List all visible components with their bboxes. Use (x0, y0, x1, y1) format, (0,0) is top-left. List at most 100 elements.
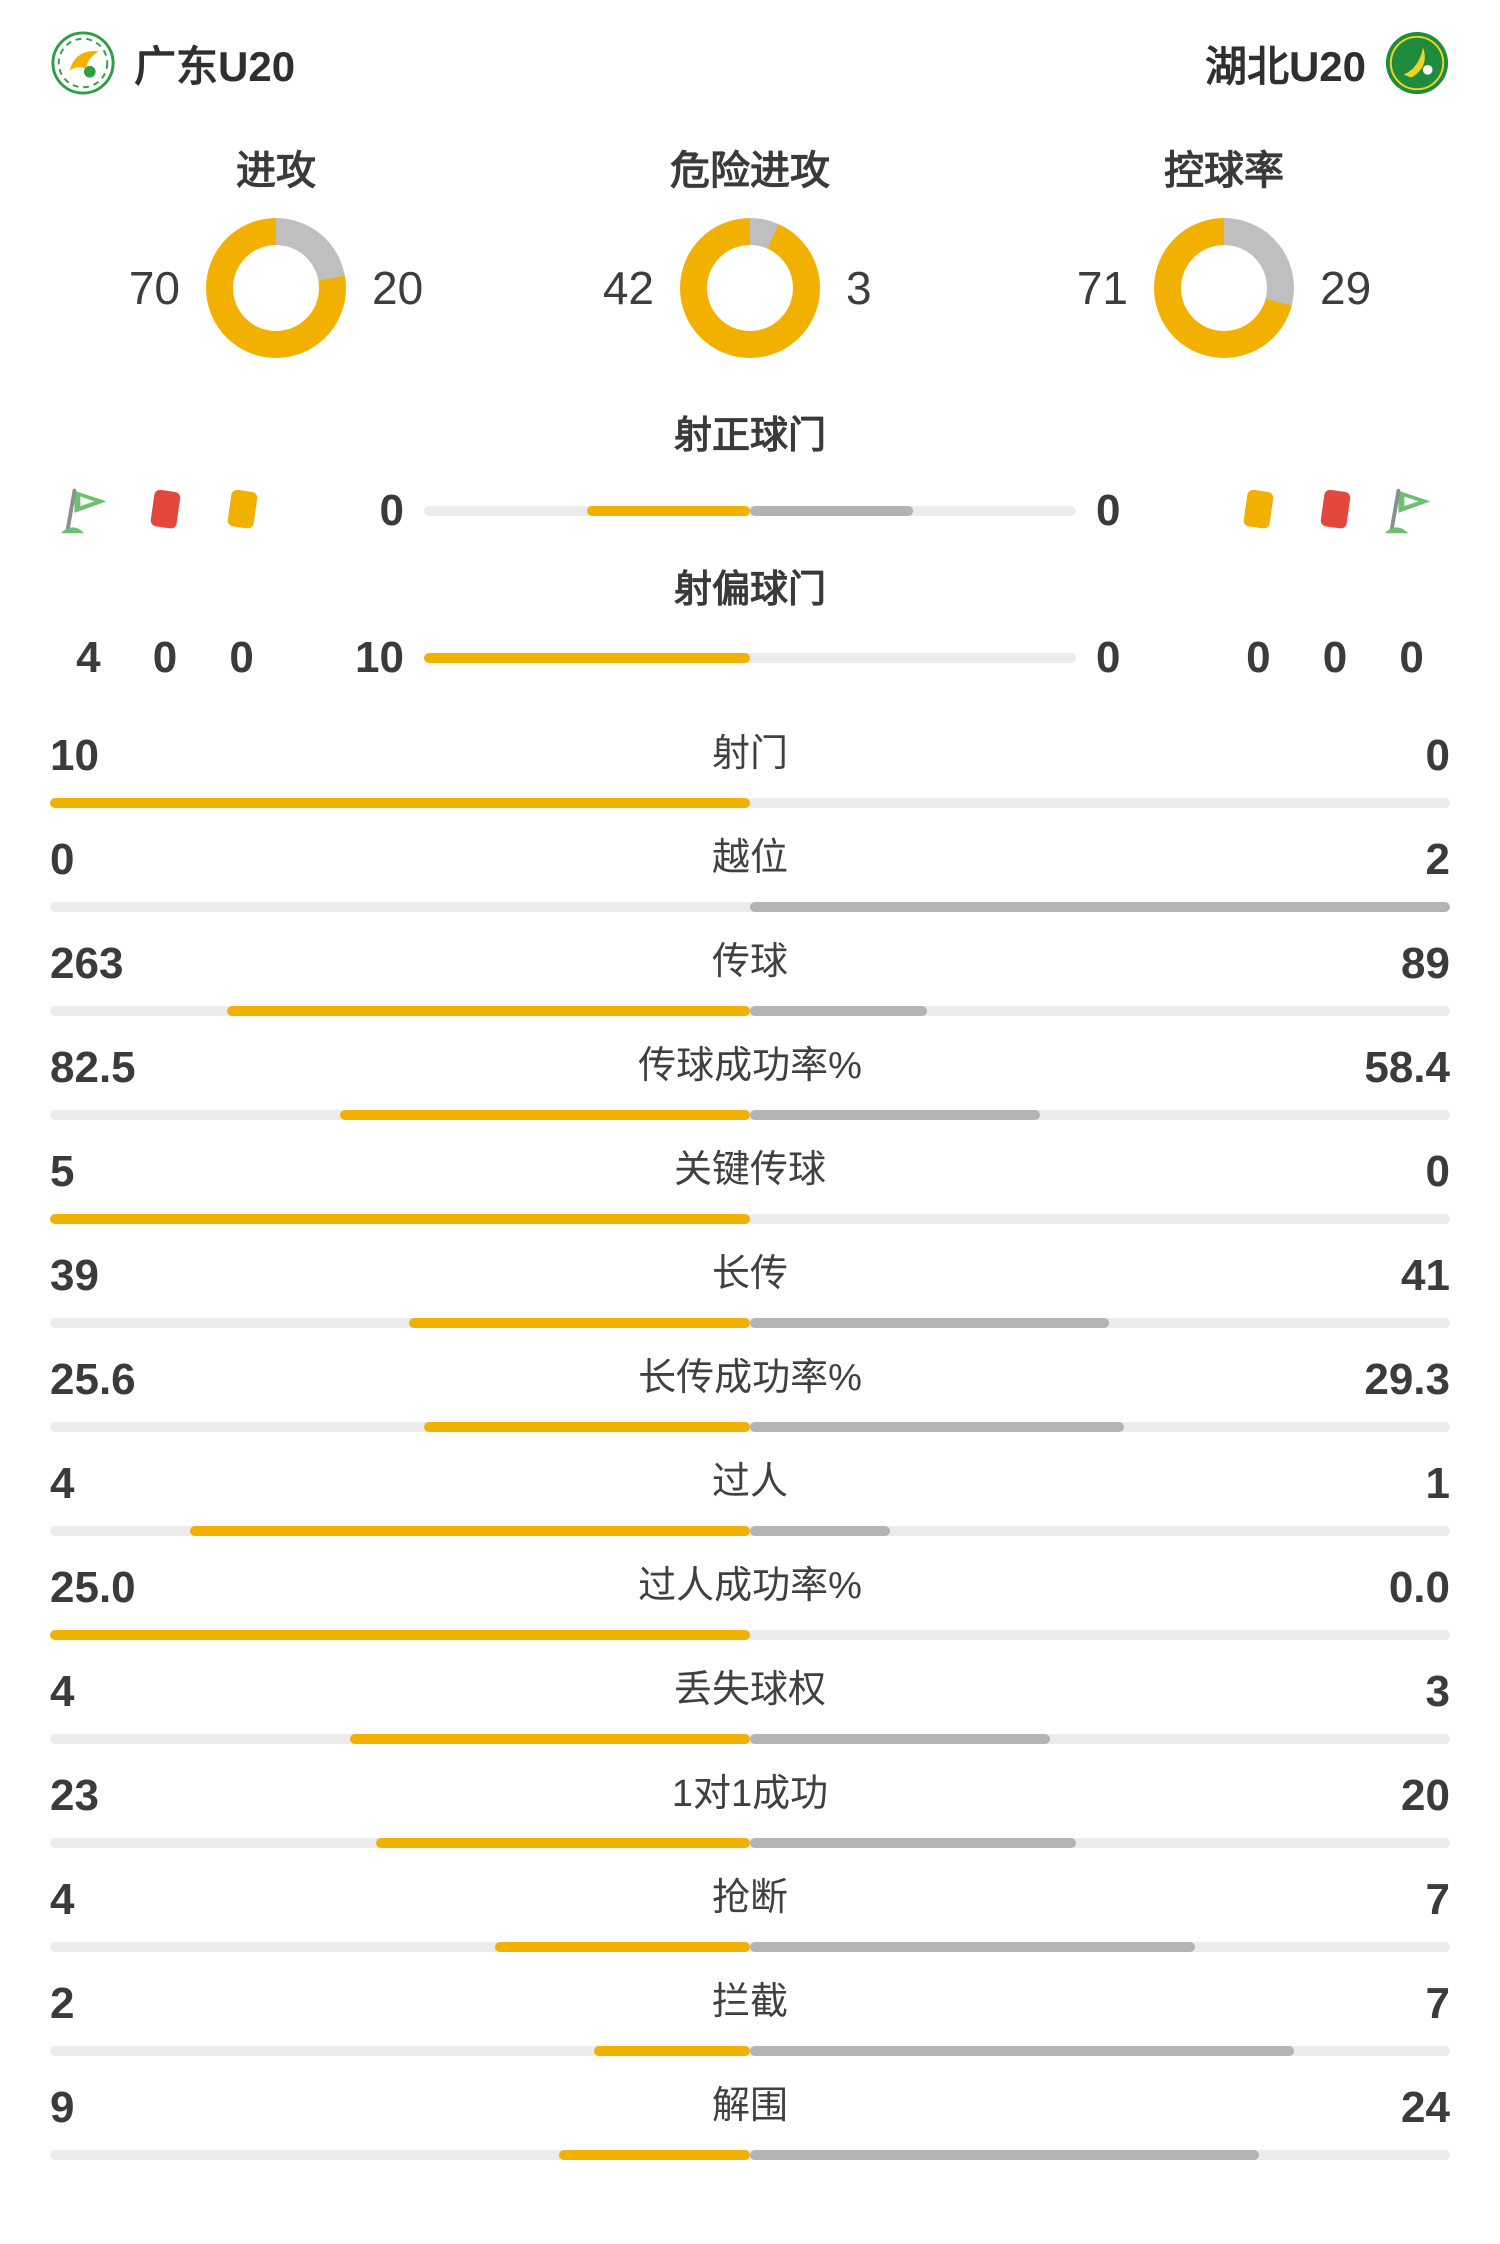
stat-label: 越位 (711, 837, 789, 879)
stat-home-value: 10 (50, 731, 99, 780)
stat-bar (50, 1838, 1450, 1848)
yellow-card-count: 0 (1246, 633, 1271, 682)
stat-home-value: 4 (50, 1459, 75, 1508)
stat-away-value: 29.3 (1364, 1355, 1450, 1404)
stat-label: 抢断 (711, 1877, 789, 1919)
away-team-logo-icon (1384, 30, 1450, 96)
stat-label: 射门 (711, 733, 789, 775)
shots-on-target-away-bar (750, 506, 913, 516)
donut-label: 危险进攻 (670, 149, 830, 193)
stat-label: 长传 (711, 1253, 789, 1295)
donut-away-value: 20 (372, 262, 424, 314)
stat-away-value: 20 (1401, 1771, 1450, 1820)
donut-home-value: 70 (128, 262, 180, 314)
stat-home-bar (350, 1734, 750, 1744)
away-team[interactable]: 湖北U20 (1205, 30, 1450, 96)
team-header: 广东U20 湖北U20 (50, 0, 1450, 96)
stat-row: 4 抢断 7 (50, 1862, 1450, 1966)
stat-away-value: 58.4 (1364, 1043, 1450, 1092)
donut-chart-group: 危险进攻 42 3 (576, 148, 924, 358)
stat-label: 传球 (711, 941, 789, 983)
stat-label: 关键传球 (673, 1149, 827, 1191)
stat-away-bar (750, 1838, 1076, 1848)
stat-away-value: 0.0 (1388, 1563, 1450, 1612)
stat-home-bar (559, 2150, 750, 2160)
yellow-card-icon (213, 482, 271, 540)
stat-bar (50, 1526, 1450, 1536)
stat-home-value: 0 (50, 835, 75, 884)
stat-bar (50, 1630, 1450, 1640)
stat-home-bar (408, 1318, 750, 1328)
stat-away-bar (750, 1006, 927, 1016)
stat-bar (50, 1422, 1450, 1432)
stat-label: 拦截 (711, 1981, 789, 2023)
stat-away-value: 1 (1425, 1459, 1450, 1508)
donut-label: 控球率 (1164, 149, 1284, 193)
stat-bar (50, 1942, 1450, 1952)
donut-ring-chart (1154, 218, 1294, 358)
red-card-count: 0 (152, 633, 178, 682)
donut-home-value: 71 (1076, 262, 1128, 314)
stat-away-value: 7 (1425, 1875, 1450, 1924)
stat-home-bar (375, 1838, 750, 1848)
stat-row: 263 传球 89 (50, 926, 1450, 1030)
stat-label: 解围 (711, 2085, 789, 2127)
stat-home-value: 5 (50, 1147, 75, 1196)
stat-row: 9 解围 24 (50, 2070, 1450, 2174)
stat-bar (50, 902, 1450, 912)
shots-on-target-title: 射正球门 (673, 415, 826, 457)
stat-home-value: 2 (50, 1979, 75, 2028)
shots-off-target-away-value: 0 (1096, 633, 1121, 682)
stat-away-bar (750, 902, 1450, 912)
stat-home-bar (340, 1110, 750, 1120)
red-card-icon (1306, 482, 1364, 540)
stat-home-bar (495, 1942, 750, 1952)
shots-off-target-home-bar (424, 653, 750, 663)
stat-home-value: 4 (50, 1875, 75, 1924)
stat-label: 过人成功率% (638, 1565, 862, 1607)
stat-away-value: 3 (1425, 1667, 1450, 1716)
donut-ring-chart (206, 218, 346, 358)
stat-away-bar (750, 1110, 1041, 1120)
corner-flag-count: 0 (1399, 633, 1424, 682)
corner-flag-count: 4 (76, 633, 101, 682)
stat-away-bar (750, 2150, 1260, 2160)
stat-home-value: 4 (50, 1667, 75, 1716)
home-team-name: 广东U20 (134, 42, 296, 90)
stat-bar (50, 2150, 1450, 2160)
stat-bar (50, 798, 1450, 808)
home-discipline-icons (50, 482, 280, 540)
shots-off-target-home-value: 10 (355, 633, 404, 682)
stat-home-bar (50, 1214, 750, 1224)
donut-charts-section: 进攻 70 20 危险进攻 42 3 控球率 71 29 (50, 148, 1450, 358)
stat-bar (50, 1214, 1450, 1224)
stat-away-bar (750, 1422, 1124, 1432)
stat-away-bar (750, 1318, 1109, 1328)
stats-list: 10 射门 0 0 越位 2 263 传球 89 (50, 718, 1450, 2174)
stat-row: 2 拦截 7 (50, 1966, 1450, 2070)
stat-row: 25.0 过人成功率% 0.0 (50, 1550, 1450, 1654)
stat-row: 25.6 长传成功率% 29.3 (50, 1342, 1450, 1446)
stat-home-bar (227, 1006, 750, 1016)
shots-off-target-bar (424, 653, 1076, 663)
donut-chart-group: 进攻 70 20 (102, 148, 450, 358)
shots-on-target-home-value: 0 (379, 486, 404, 535)
stat-row: 23 1对1成功 20 (50, 1758, 1450, 1862)
donut-away-value: 29 (1320, 262, 1372, 314)
stat-row: 39 长传 41 (50, 1238, 1450, 1342)
red-card-icon (136, 482, 194, 540)
stat-home-value: 82.5 (50, 1043, 136, 1092)
home-discipline-counts: 4 0 0 (50, 632, 280, 684)
stat-label: 过人 (711, 1461, 789, 1503)
stat-label: 传球成功率% (638, 1045, 862, 1087)
stat-home-bar (423, 1422, 750, 1432)
stat-row: 4 丢失球权 3 (50, 1654, 1450, 1758)
home-team[interactable]: 广东U20 (50, 30, 295, 96)
yellow-card-icon (1229, 482, 1287, 540)
stat-away-value: 7 (1425, 1979, 1450, 2028)
shots-on-target-row: 0 0 (50, 482, 1450, 540)
stat-bar (50, 2046, 1450, 2056)
shots-section: 射正球门 0 0 射偏球门 (50, 414, 1450, 684)
stat-away-value: 2 (1425, 835, 1450, 884)
